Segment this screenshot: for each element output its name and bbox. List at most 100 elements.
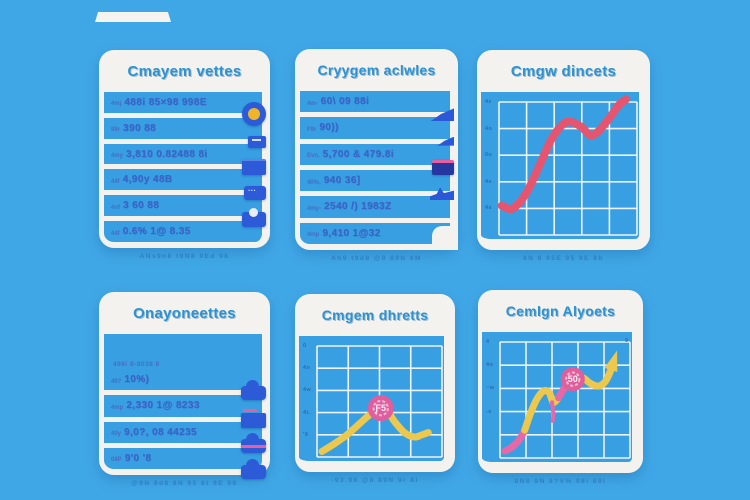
dots-icon[interactable] bbox=[244, 186, 266, 201]
list-item: 99r 390 88 bbox=[104, 112, 266, 148]
y-tick-label: ~w bbox=[486, 385, 495, 392]
card-caption: ANs9n8 t9N8 9Ed 98 bbox=[139, 253, 230, 260]
y-tick-label: '9 bbox=[303, 431, 309, 438]
badge-value: Ƒ5 bbox=[374, 403, 386, 413]
panel-icon[interactable] bbox=[242, 159, 266, 176]
flag-icon[interactable] bbox=[432, 159, 454, 175]
card-header: Cmayem vettes bbox=[99, 50, 270, 92]
card-caption: 8N 8 95E 95 9E 8b bbox=[523, 255, 604, 262]
row-prefix: 4nf bbox=[111, 204, 120, 211]
row-value: 488i 85×98 998E bbox=[124, 96, 207, 108]
line-chart: Ƒ5 bbox=[316, 345, 443, 458]
badge-ring bbox=[372, 400, 389, 417]
badge-ring bbox=[565, 371, 581, 387]
stats-card-1: Cmayem vettes 4mj 488i 85×98 998E 99r 390 8… bbox=[99, 50, 270, 260]
y-tick-label: 4s bbox=[485, 205, 493, 212]
list-item: 08P 9'0 '8 bbox=[104, 442, 266, 479]
chart-plot bbox=[497, 95, 638, 236]
line-chart-card-2: Cmgem dhretts 0 4n 4w 4t. '9 Ƒ5 -93.98 @8 89N… bbox=[295, 294, 455, 484]
cloud-icon[interactable] bbox=[241, 459, 266, 479]
list-item: 4my- 2540 /) 1983Z bbox=[300, 191, 450, 217]
row-prefix: 4m- bbox=[307, 100, 318, 107]
row-value: 60\ 09 88i bbox=[320, 96, 370, 108]
badge-value: 50 bbox=[568, 374, 578, 384]
corner-tick-label: 9 bbox=[624, 338, 628, 344]
row-value: 9,410 1@32 bbox=[322, 227, 381, 239]
row-value: 10%) bbox=[124, 374, 150, 386]
row-prefix: 99r bbox=[111, 127, 121, 134]
cloud-icon[interactable] bbox=[241, 380, 266, 401]
card-caption: Ah9 t9d8 @9 89N 8M bbox=[331, 255, 422, 262]
card-title: Cmayem vettes bbox=[127, 62, 242, 80]
folder-icon[interactable] bbox=[241, 408, 266, 428]
y-tick-label: -e bbox=[486, 408, 492, 415]
card-caption: -93.98 @8 89N 9r 8i bbox=[331, 477, 419, 484]
row-value: 2,330 1@ 8233 bbox=[126, 400, 200, 412]
y-tick-label: 4n bbox=[303, 365, 311, 372]
coin-icon[interactable] bbox=[242, 101, 266, 126]
card-header: Cryygem aclwles bbox=[295, 49, 458, 91]
disk-icon[interactable] bbox=[242, 208, 266, 228]
window-tab[interactable] bbox=[95, 12, 171, 22]
card-header: Cemlgn Alyoets bbox=[478, 290, 643, 332]
data-point-badge[interactable] bbox=[560, 367, 585, 392]
card-title: Cmgw dincets bbox=[510, 62, 617, 80]
row-prefix: 4mp bbox=[111, 404, 124, 411]
chip-icon[interactable] bbox=[248, 135, 266, 148]
card-title: Cryygem aclwles bbox=[317, 62, 436, 78]
list-item: 4my 3,810 0.82488 8i bbox=[104, 138, 266, 176]
row-value: 390 88 bbox=[123, 122, 157, 134]
stats-card-2: Cryygem aclwles 4m- 60\ 09 88i F9r 90)) Evn,… bbox=[295, 49, 458, 262]
card-body: 4mj 488i 85×98 998E 99r 390 88 4my 3,810 0.82… bbox=[99, 92, 270, 248]
row-prefix: 49? bbox=[111, 378, 122, 385]
wing-sm-icon[interactable] bbox=[437, 136, 454, 146]
series-growth bbox=[497, 95, 630, 213]
card-title: Onayoneettes bbox=[133, 304, 236, 322]
row-value: 90)) bbox=[319, 122, 339, 134]
line-chart: 50 bbox=[499, 341, 631, 459]
list-item: 49? 10%) bbox=[104, 369, 266, 401]
cloud-pink-icon[interactable] bbox=[241, 432, 266, 453]
chart-plot: 50 bbox=[499, 341, 631, 459]
row-value: 5,700 & 479.8i bbox=[322, 148, 394, 160]
list-item: 4mj 488i 85×98 998E bbox=[104, 92, 266, 126]
row-prefix: 4mj bbox=[111, 101, 122, 108]
row-prefix: 4my bbox=[111, 153, 124, 160]
list-item: 4m- 60\ 09 88i bbox=[300, 91, 454, 122]
section-label: 498i 8-8038 8 bbox=[113, 361, 160, 368]
y-tick-label: 0 bbox=[303, 343, 307, 349]
row-value: 2540 /) 1983Z bbox=[324, 201, 392, 213]
list-item: 4nf 3 60 88 bbox=[104, 190, 266, 228]
card-body: 4 4o ~w -e 50 9 bbox=[478, 332, 643, 473]
card-caption: @9N 8d8 8N 95 8t 9E 98 bbox=[131, 480, 238, 487]
series-segment-pink-1 bbox=[501, 426, 529, 455]
y-tick-label: 4o bbox=[486, 362, 494, 369]
data-point-badge[interactable] bbox=[367, 395, 394, 422]
row-prefix: 44f bbox=[111, 178, 120, 185]
y-tick-label: 4e bbox=[485, 178, 493, 185]
y-tick-label: 4t. bbox=[303, 409, 311, 416]
row-value: 3 60 88 bbox=[123, 200, 160, 212]
list-item: 4mp 9,410 1@32 bbox=[300, 217, 458, 250]
card-body: 0 4n 4w 4t. '9 Ƒ5 bbox=[295, 336, 455, 472]
trend-arrow-icon bbox=[604, 350, 618, 372]
row-prefix: 40y bbox=[111, 431, 122, 438]
line-chart-card-1: Cmgw dincets 4z 4o 0u 4e 4s 8N 8 95E 95 9E 8… bbox=[477, 50, 650, 262]
y-tick-label: 4z bbox=[485, 99, 492, 105]
row-value: 9'0 '8 bbox=[124, 452, 152, 464]
list-item: 44f 0.6% 1@ 8.35 bbox=[104, 216, 262, 242]
row-value: 940 36] bbox=[323, 175, 361, 187]
card-body: 498i 8-8038 8 49? 10%) 4mp 2,330 1@ 8233 40y 9… bbox=[99, 334, 270, 479]
series-drip bbox=[550, 400, 556, 423]
row-prefix: 40%, bbox=[307, 179, 321, 186]
list-item: 40y 9,0?, 08 44235 bbox=[104, 416, 266, 453]
row-prefix: F9r bbox=[307, 126, 317, 133]
y-tick-label: 0u bbox=[485, 152, 493, 159]
card-header: Cmgem dhretts bbox=[295, 294, 455, 336]
row-value: 4,90y 48B bbox=[122, 174, 173, 186]
card-body: 4z 4o 0u 4e 4s bbox=[477, 92, 650, 250]
corner-icon bbox=[432, 225, 458, 250]
y-tick-label: 4 bbox=[486, 339, 490, 345]
row-value: 9,0?, 08 44235 bbox=[124, 426, 197, 438]
